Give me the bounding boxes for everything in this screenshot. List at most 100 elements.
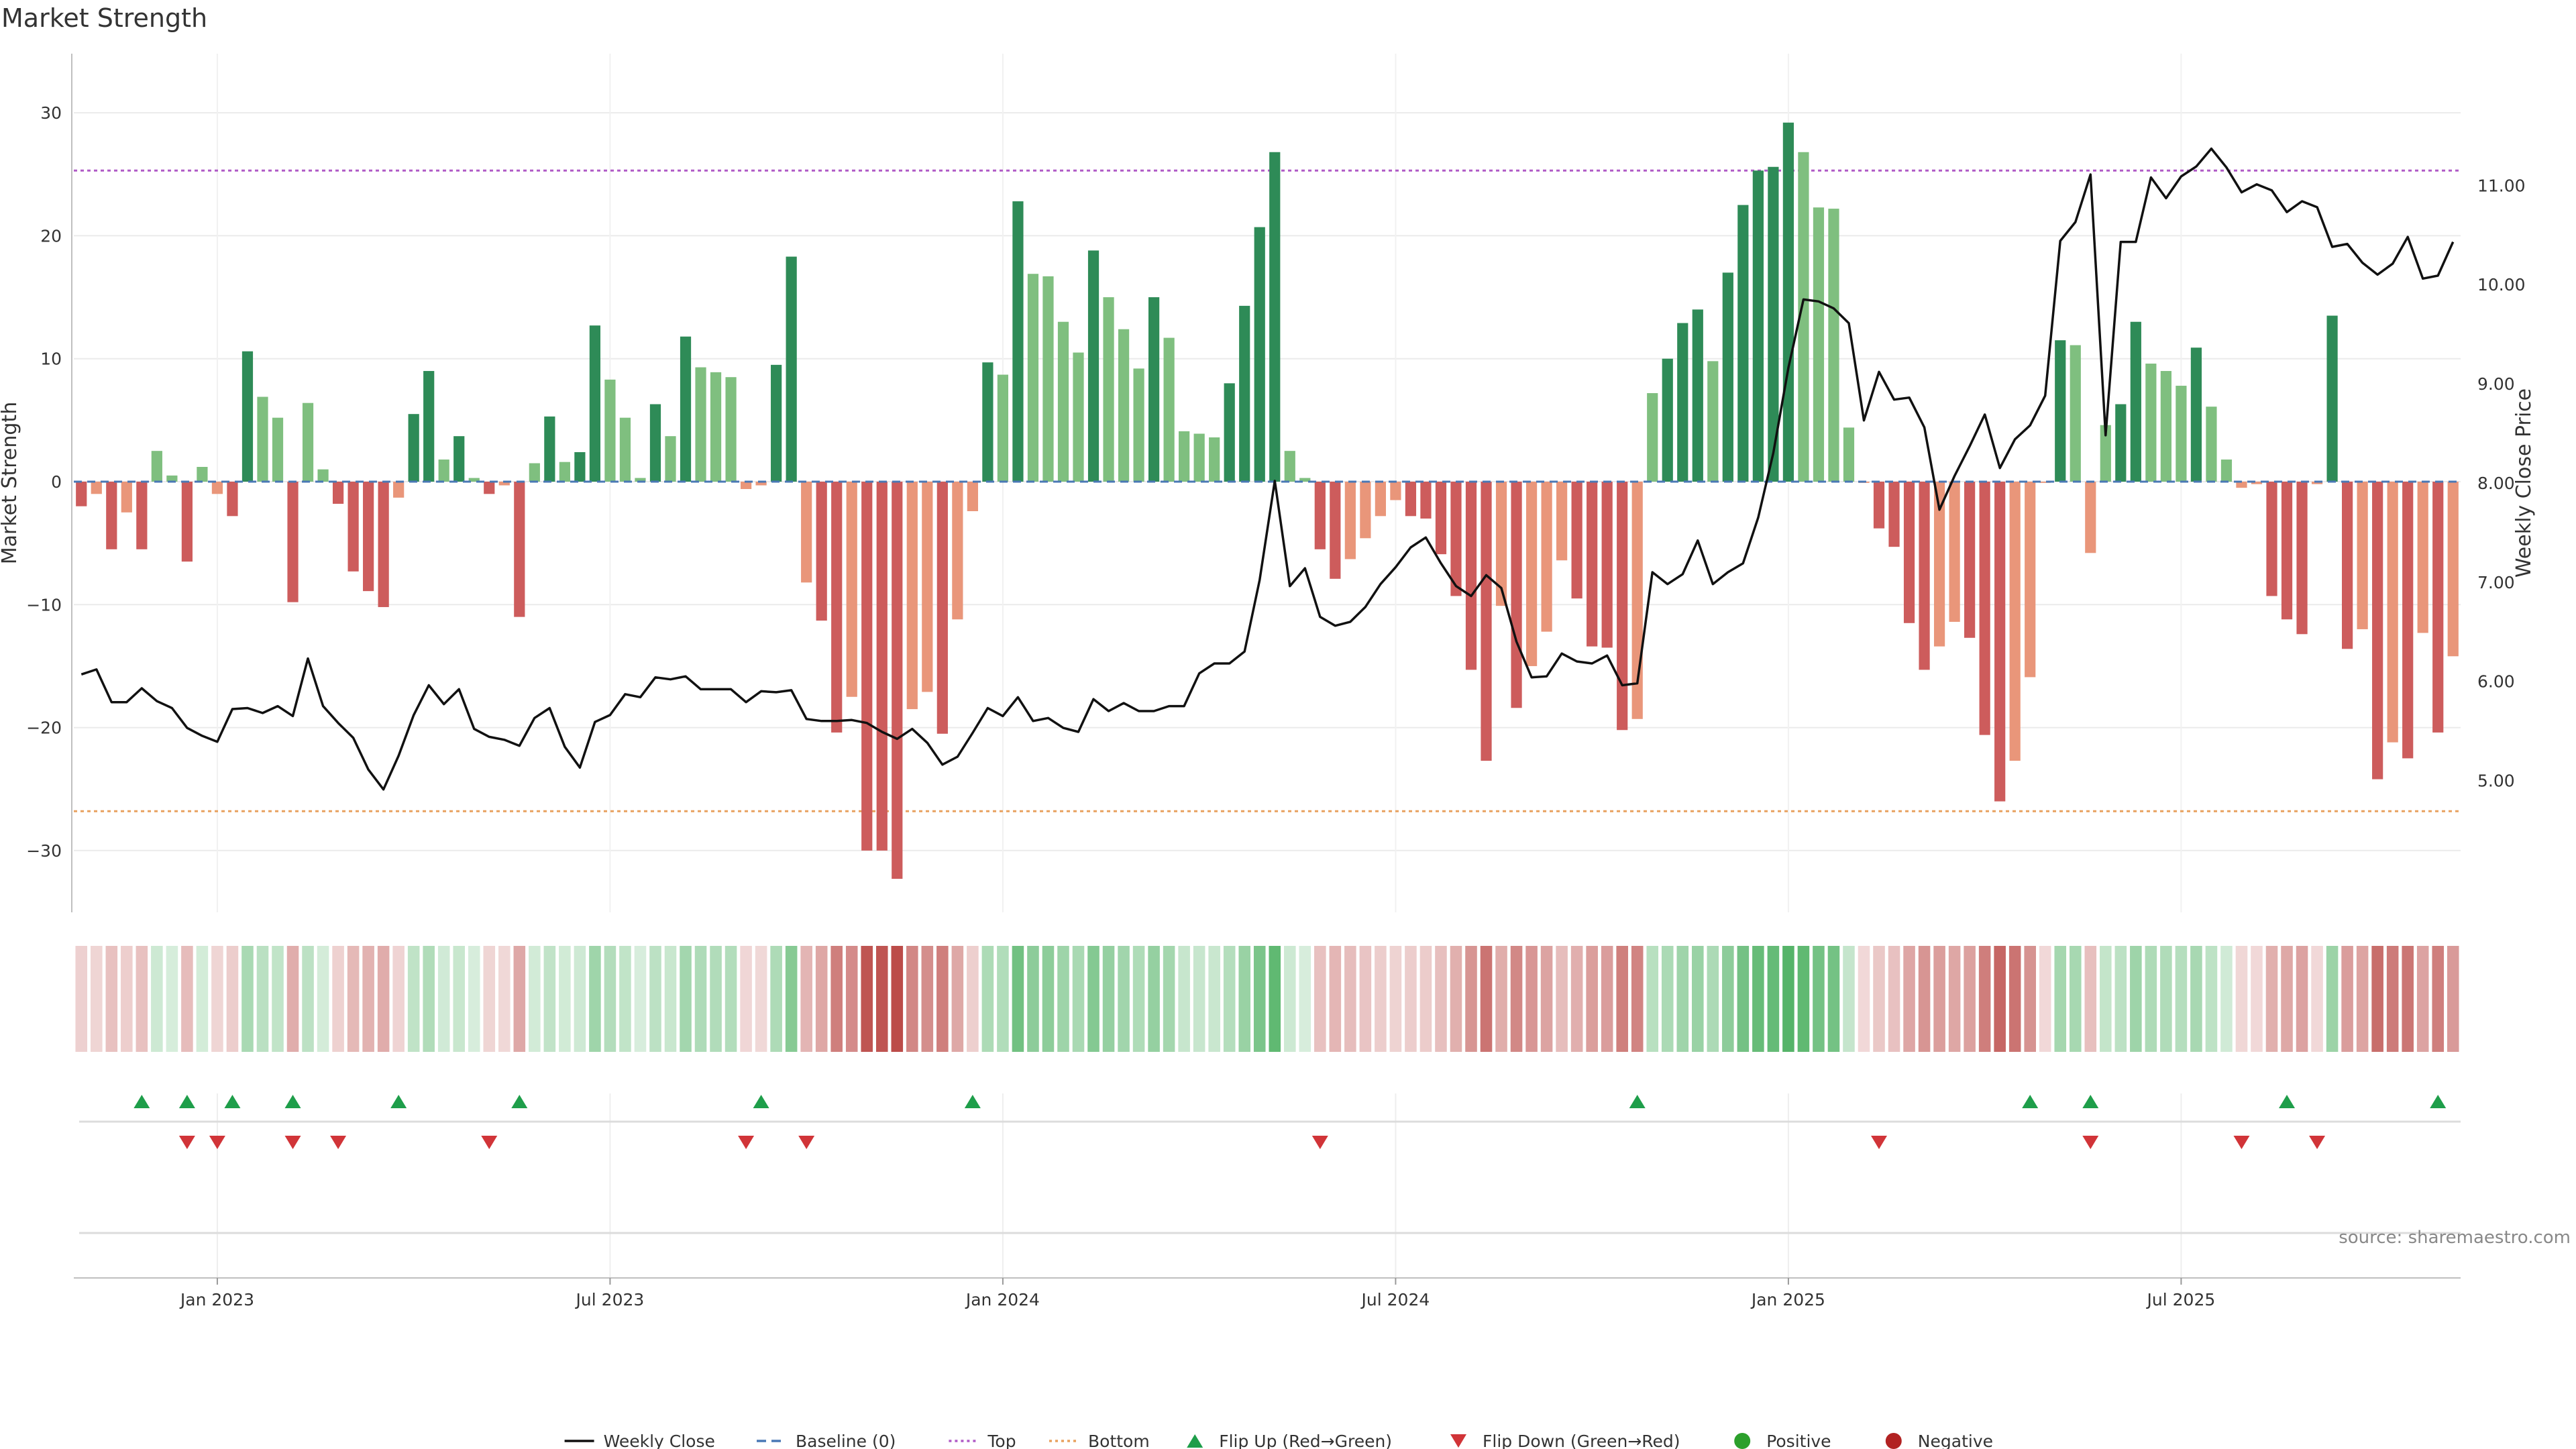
strength-bar [2402, 482, 2414, 759]
heat-cell [2024, 946, 2036, 1052]
strength-bar [2055, 340, 2066, 482]
heat-cell [1419, 946, 1432, 1052]
flip-down-marker [798, 1136, 815, 1149]
strength-bar [861, 482, 873, 851]
heat-cell [2190, 946, 2202, 1052]
strength-bar [1798, 152, 1809, 482]
y2-tick-label: 5.00 [2477, 771, 2515, 790]
strength-bar [498, 482, 510, 486]
heat-cell [2386, 946, 2399, 1052]
strength-bar [604, 379, 616, 482]
heat-cell [574, 946, 586, 1052]
source-note: source: sharemaestro.com [2339, 1228, 2571, 1248]
heat-cell [694, 946, 707, 1052]
heat-cell [1465, 946, 1477, 1052]
strength-bar [2311, 482, 2323, 484]
grid-lines [74, 54, 2461, 1278]
strength-bar [1571, 482, 1582, 599]
flip-up-marker [390, 1095, 407, 1108]
strength-bar [151, 451, 162, 482]
strength-bar [1405, 482, 1417, 517]
heat-cell [151, 946, 163, 1052]
heat-cell [256, 946, 269, 1052]
legend-label: Weekly Close [604, 1432, 715, 1449]
price-line [80, 147, 2455, 791]
strength-bar [574, 452, 586, 482]
heat-cell [2175, 946, 2188, 1052]
heat-cell [1722, 946, 1734, 1052]
heat-cell [2447, 946, 2459, 1052]
y2-tick-label: 9.00 [2477, 374, 2515, 394]
strength-bar [1027, 274, 1039, 482]
heat-cell [1858, 946, 1870, 1052]
strength-bar [2100, 425, 2111, 482]
y-tick-label: 10 [40, 350, 62, 369]
flip-up-marker [2022, 1095, 2039, 1108]
heat-cell [1873, 946, 1885, 1052]
legend-label: Negative [1918, 1432, 1993, 1449]
flip-down-marker [2233, 1136, 2250, 1149]
heat-cell [1782, 946, 1794, 1052]
heat-cell [2160, 946, 2172, 1052]
heat-cell [1737, 946, 1750, 1052]
heat-cell [1676, 946, 1689, 1052]
heat-cell [997, 946, 1009, 1052]
y-tick-label: −10 [26, 595, 62, 614]
strength-bar [1617, 482, 1628, 731]
heat-cell [1238, 946, 1251, 1052]
strength-bar [317, 469, 329, 482]
strength-bar [740, 482, 752, 489]
flip-up-marker [224, 1095, 241, 1108]
strength-bar [272, 417, 284, 482]
strength-bar [649, 404, 661, 482]
strength-bar [1254, 227, 1265, 482]
strength-bar [2009, 482, 2021, 761]
heat-cell [1646, 946, 1659, 1052]
heat-cell [1495, 946, 1507, 1052]
flip-down-marker [2082, 1136, 2099, 1149]
y-tick-label: 30 [40, 103, 62, 123]
heat-cell [785, 946, 798, 1052]
heat-cell [1314, 946, 1326, 1052]
heat-cell [2205, 946, 2218, 1052]
strength-bar [2417, 482, 2428, 633]
heat-cell [589, 946, 601, 1052]
heat-cell [1948, 946, 1961, 1052]
heat-cell [226, 946, 239, 1052]
heat-cell [1102, 946, 1115, 1052]
heat-cell [1797, 946, 1810, 1052]
strength-bar [755, 482, 767, 486]
heat-cell [1389, 946, 1402, 1052]
legend-label: Flip Up (Red→Green) [1219, 1432, 1392, 1449]
legend-swatch-flip-up [1187, 1434, 1203, 1448]
strength-bar [227, 482, 238, 517]
y-axis-left: 30 20 10 0 −10 −20 −30 [26, 54, 72, 912]
strength-bar [393, 482, 405, 498]
strength-bar [1269, 152, 1281, 482]
heat-cell [1208, 946, 1220, 1052]
strength-bar [544, 416, 555, 482]
strength-bar [1012, 201, 1024, 482]
strength-bar [91, 482, 102, 494]
heat-cell [1299, 946, 1311, 1052]
strength-bar [438, 460, 449, 482]
y-tick-label: −20 [26, 718, 62, 738]
strength-bar [1707, 361, 1719, 482]
heat-cell [1405, 946, 1417, 1052]
strength-bar [665, 436, 676, 482]
heat-cell [830, 946, 843, 1052]
legend: Weekly Close Baseline (0) Top Bottom Flip Up… [564, 1432, 1993, 1449]
x-tick-label: Jan 2025 [1750, 1290, 1825, 1309]
heat-cell [891, 946, 904, 1052]
strength-bar [1964, 482, 1976, 638]
strength-bar [1148, 297, 1160, 482]
heat-cell [317, 946, 329, 1052]
strength-bar [2130, 321, 2141, 482]
strength-bar [1556, 482, 1568, 561]
heat-cell [1223, 946, 1236, 1052]
flip-up-marker [284, 1095, 301, 1108]
strength-bar [1209, 437, 1220, 482]
strength-bar [332, 482, 344, 504]
strength-bar [771, 364, 782, 482]
y-tick-label: −30 [26, 841, 62, 861]
